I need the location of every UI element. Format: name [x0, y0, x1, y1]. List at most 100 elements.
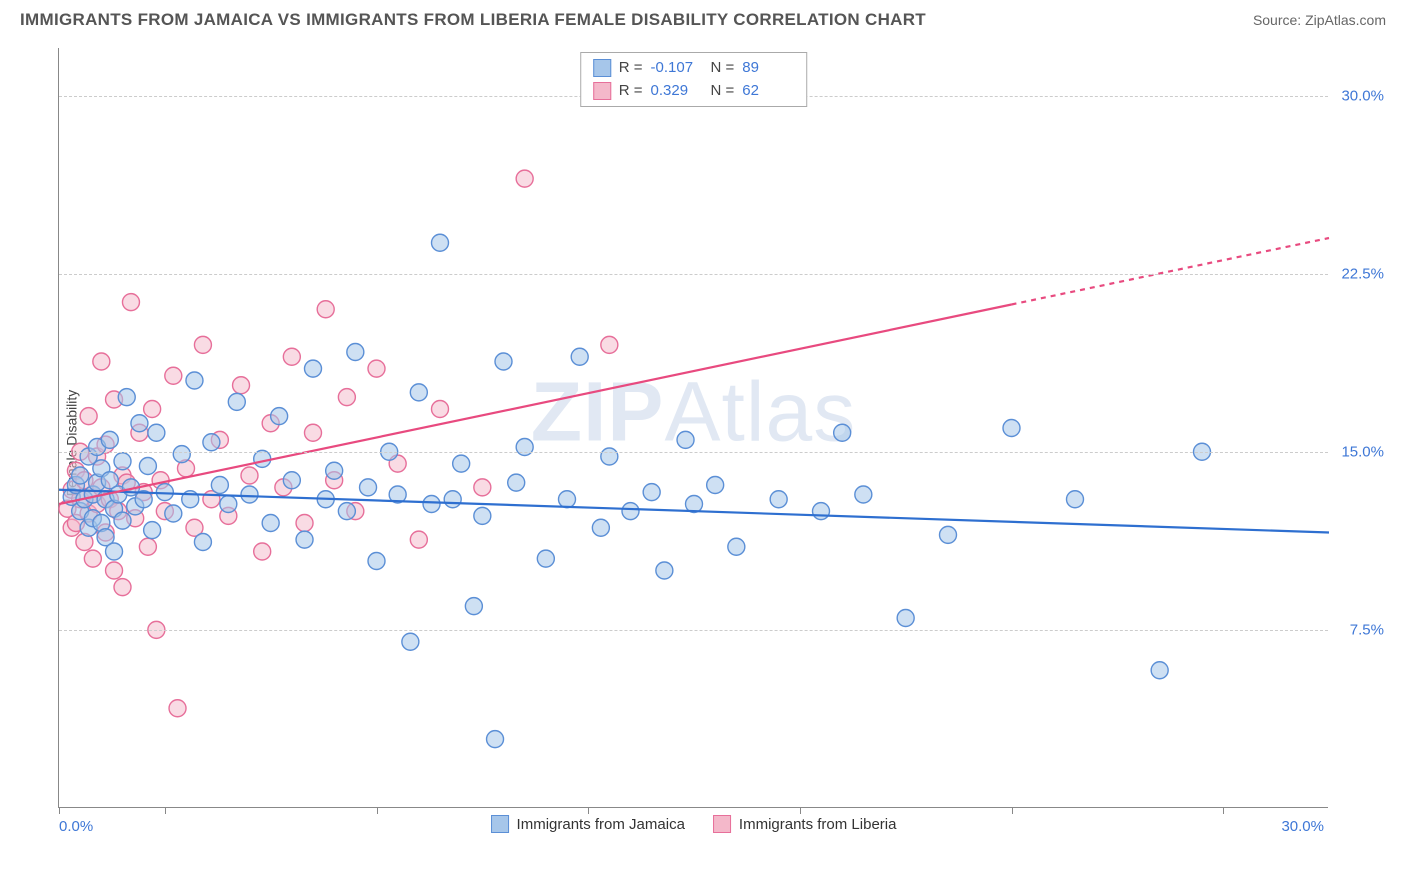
scatter-point [106, 543, 123, 560]
stat-n-label: N = [711, 80, 735, 103]
gridline [59, 630, 1328, 631]
scatter-point [283, 348, 300, 365]
scatter-point [402, 633, 419, 650]
scatter-point [347, 344, 364, 361]
scatter-point [537, 550, 554, 567]
scatter-point [271, 408, 288, 425]
scatter-point [84, 550, 101, 567]
source-label: Source: ZipAtlas.com [1253, 12, 1386, 28]
legend-item-liberia: Immigrants from Liberia [713, 815, 897, 833]
scatter-point [194, 336, 211, 353]
scatter-point [643, 484, 660, 501]
scatter-point [360, 479, 377, 496]
scatter-point [228, 393, 245, 410]
scatter-point [114, 512, 131, 529]
scatter-point [296, 531, 313, 548]
scatter-point [131, 415, 148, 432]
stat-r-label: R = [619, 57, 643, 80]
scatter-point [148, 424, 165, 441]
scatter-point [305, 360, 322, 377]
x-tick-mark [377, 807, 378, 814]
stat-n-value: 89 [742, 57, 794, 80]
scatter-point [1003, 420, 1020, 437]
legend-item-jamaica: Immigrants from Jamaica [491, 815, 685, 833]
scatter-point [194, 534, 211, 551]
scatter-point [233, 377, 250, 394]
scatter-point [444, 491, 461, 508]
scatter-point [326, 462, 343, 479]
scatter-point [262, 515, 279, 532]
scatter-point [186, 372, 203, 389]
scatter-point [203, 434, 220, 451]
legend-stats-row: R = -0.107 N = 89 [593, 57, 795, 80]
legend-series: Immigrants from Jamaica Immigrants from … [491, 815, 897, 833]
scatter-point [432, 401, 449, 418]
scatter-point [707, 477, 724, 494]
legend-label: Immigrants from Jamaica [517, 816, 685, 833]
scatter-point [118, 389, 135, 406]
scatter-point [114, 579, 131, 596]
legend-stats-row: R = 0.329 N = 62 [593, 80, 795, 103]
scatter-point [241, 467, 258, 484]
stat-n-value: 62 [742, 80, 794, 103]
scatter-point [474, 479, 491, 496]
scatter-point [283, 472, 300, 489]
scatter-point [122, 294, 139, 311]
gridline [59, 274, 1328, 275]
scatter-point [516, 170, 533, 187]
x-tick-mark [1012, 807, 1013, 814]
scatter-point [72, 467, 89, 484]
scatter-point [770, 491, 787, 508]
scatter-point [144, 522, 161, 539]
y-tick-label: 7.5% [1350, 621, 1384, 638]
scatter-point [254, 450, 271, 467]
gridline [59, 452, 1328, 453]
scatter-point [677, 431, 694, 448]
stat-r-label: R = [619, 80, 643, 103]
scatter-point [144, 401, 161, 418]
scatter-point [592, 519, 609, 536]
legend-label: Immigrants from Liberia [739, 816, 897, 833]
scatter-point [139, 538, 156, 555]
y-tick-label: 30.0% [1341, 87, 1384, 104]
scatter-point [296, 515, 313, 532]
scatter-point [80, 408, 97, 425]
scatter-point [93, 353, 110, 370]
scatter-point [410, 384, 427, 401]
scatter-point [173, 446, 190, 463]
stat-r-value: -0.107 [651, 57, 703, 80]
scatter-point [305, 424, 322, 441]
scatter-point [834, 424, 851, 441]
x-tick-mark [165, 807, 166, 814]
stat-n-label: N = [711, 57, 735, 80]
trend-line-extrapolated [1012, 238, 1330, 305]
scatter-point [940, 526, 957, 543]
scatter-point [897, 610, 914, 627]
plot-area: ZIPAtlas R = -0.107 N = 89 R = 0.329 N =… [58, 48, 1328, 808]
scatter-point [487, 731, 504, 748]
scatter-point [495, 353, 512, 370]
scatter-point [855, 486, 872, 503]
scatter-point [1067, 491, 1084, 508]
x-tick-mark [800, 807, 801, 814]
scatter-point [423, 496, 440, 513]
scatter-point [139, 458, 156, 475]
plot-svg [59, 48, 1328, 807]
scatter-point [211, 477, 228, 494]
scatter-point [165, 505, 182, 522]
scatter-point [220, 496, 237, 513]
scatter-point [106, 562, 123, 579]
scatter-point [516, 439, 533, 456]
scatter-point [368, 553, 385, 570]
scatter-point [241, 486, 258, 503]
x-tick-mark [59, 807, 60, 814]
swatch-liberia [593, 82, 611, 100]
scatter-point [453, 455, 470, 472]
scatter-point [114, 453, 131, 470]
scatter-point [317, 301, 334, 318]
swatch-liberia-icon [713, 815, 731, 833]
swatch-jamaica [593, 59, 611, 77]
trend-line [59, 305, 1012, 505]
scatter-point [101, 431, 118, 448]
scatter-point [508, 474, 525, 491]
